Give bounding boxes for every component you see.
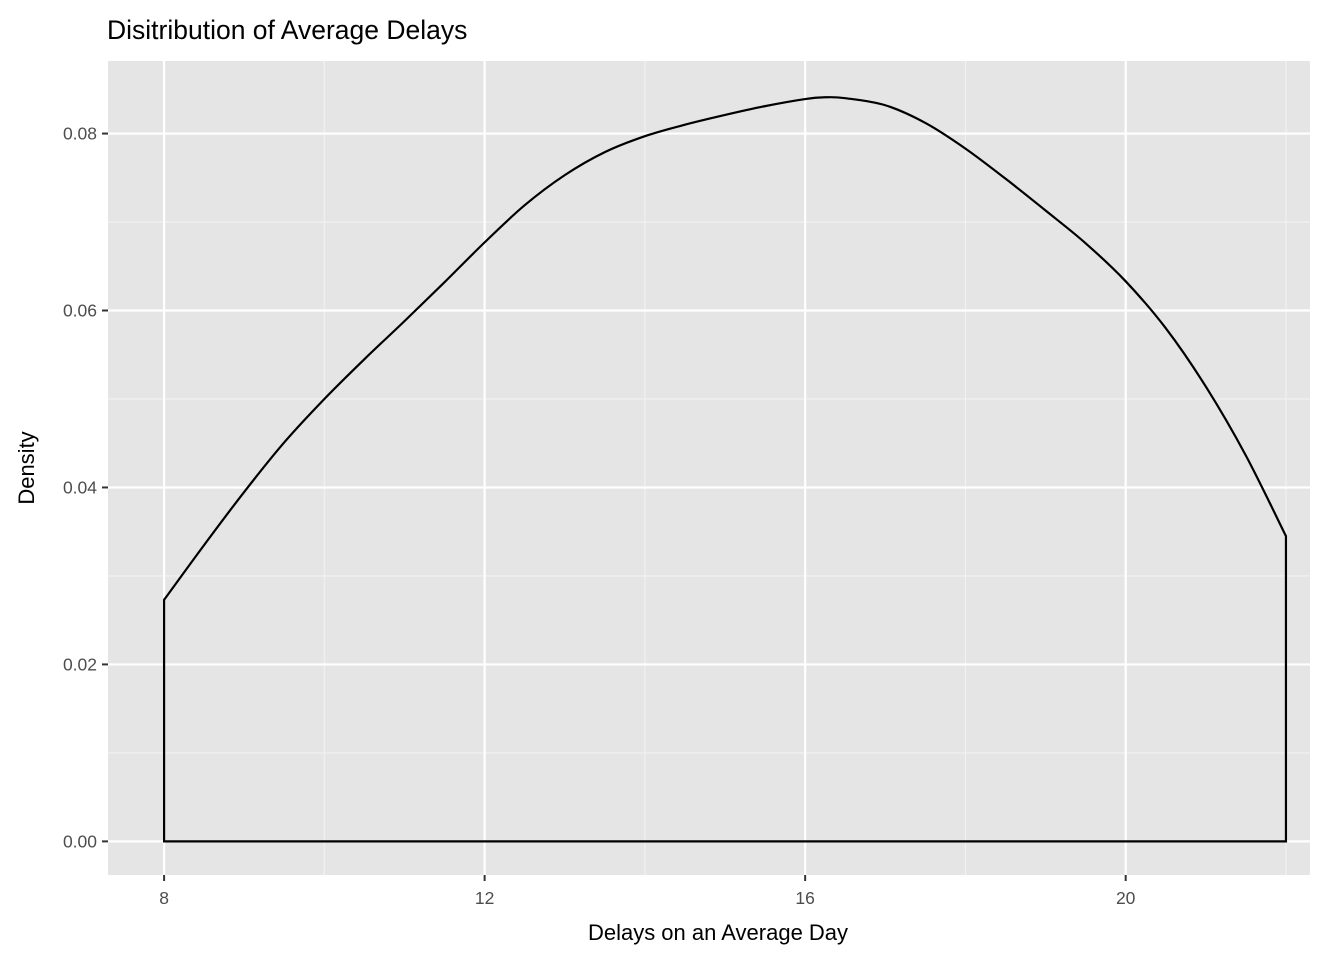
chart-title: Disitribution of Average Delays [107,15,467,45]
plot-panel [108,61,1310,875]
x-tick-label: 8 [159,888,169,908]
y-tick-label: 0.02 [63,654,97,674]
y-tick-label: 0.00 [63,831,97,851]
density-layer [162,96,1288,843]
minor-gridlines [108,61,1310,875]
major-gridlines [108,61,1310,875]
x-tick-label: 16 [795,888,814,908]
x-tick-label: 20 [1116,888,1136,908]
density-outline [162,96,1288,843]
y-axis-title: Density [14,431,39,504]
y-tick-label: 0.04 [63,477,97,497]
y-axis: 0.00 0.02 0.04 0.06 0.08 [63,124,108,851]
y-tick-label: 0.06 [63,301,97,321]
x-tick-label: 12 [475,888,494,908]
y-tick-label: 0.08 [63,124,97,144]
x-axis-title: Delays on an Average Day [588,920,848,945]
x-axis: 8 12 16 20 [159,875,1136,908]
